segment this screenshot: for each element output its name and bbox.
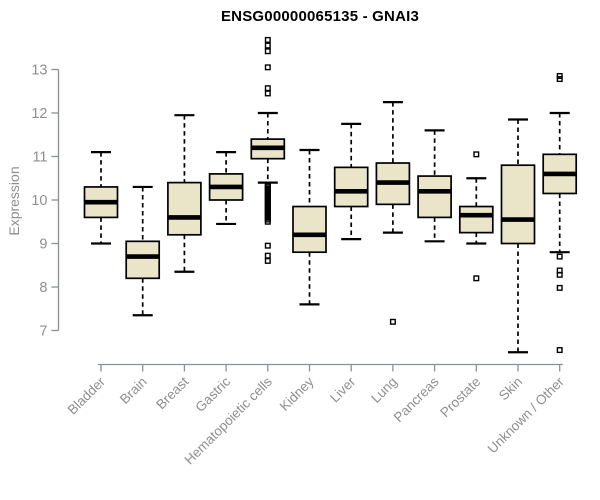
- y-tick-label: 12: [31, 106, 47, 122]
- y-tick-label: 11: [32, 150, 47, 166]
- outlier-point: [473, 151, 480, 158]
- outlier-point: [264, 48, 271, 55]
- outlier-point: [556, 347, 563, 354]
- y-tick-label: 13: [31, 63, 47, 79]
- outlier-point: [556, 253, 563, 260]
- y-tick-label: 10: [31, 193, 47, 209]
- outlier-point: [389, 318, 396, 325]
- outlier-point: [264, 252, 271, 259]
- outlier-point: [556, 271, 563, 278]
- outlier-point: [556, 284, 563, 291]
- outlier-point: [556, 76, 563, 83]
- x-tick-label: Liver: [327, 374, 359, 406]
- iqr-box: [417, 175, 452, 219]
- chart-title: ENSG00000065135 - GNAI3: [220, 8, 420, 25]
- iqr-box: [292, 205, 327, 254]
- x-tick-label: Skin: [496, 374, 525, 403]
- outlier-point: [264, 218, 271, 225]
- iqr-box: [500, 164, 536, 245]
- y-tick-label: 8: [39, 280, 47, 296]
- x-tick-label: Kidney: [277, 374, 317, 414]
- x-tick-label: Bladder: [65, 374, 109, 418]
- outlier-point: [264, 242, 271, 249]
- x-tick-label: Pancreas: [391, 374, 442, 425]
- outlier-point: [264, 64, 271, 71]
- x-tick-label: Breast: [153, 374, 191, 412]
- x-tick-label: Brain: [117, 374, 150, 407]
- outlier-point: [556, 73, 563, 80]
- x-tick-label: Prostate: [437, 374, 483, 420]
- iqr-box: [333, 166, 369, 208]
- y-tick-label: 9: [39, 237, 47, 253]
- x-tick-label: Lung: [368, 374, 400, 406]
- iqr-box: [458, 205, 494, 234]
- outlier-point: [264, 257, 271, 264]
- outlier-point: [264, 90, 271, 97]
- outlier-point: [264, 42, 271, 49]
- outlier-point: [264, 85, 271, 92]
- x-tick-label: Unknown / Other: [485, 374, 568, 457]
- outlier-point: [264, 36, 271, 43]
- y-tick-label: 7: [39, 324, 47, 340]
- iqr-box: [167, 181, 202, 236]
- iqr-box: [125, 240, 161, 280]
- x-tick-label: Gastric: [192, 374, 233, 415]
- outlier-point: [473, 275, 480, 282]
